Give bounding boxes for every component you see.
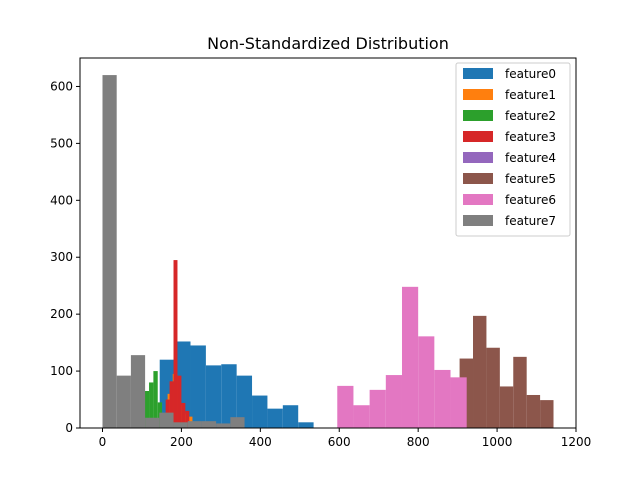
series-feature6 [337, 286, 467, 428]
feature5-bin-bar [513, 356, 527, 428]
legend-label-feature3: feature3 [505, 130, 556, 144]
y-tick-label: 100 [50, 364, 73, 378]
bars-layer [102, 75, 554, 428]
legend-label-feature7: feature7 [505, 214, 556, 228]
feature7-bin-bar [187, 421, 202, 428]
y-axis: 0 100 200 300 400 500 600 [50, 79, 80, 435]
x-axis: 0 200 400 600 800 1000 1200 [99, 428, 592, 449]
legend-swatch-feature3 [463, 131, 493, 142]
legend-label-feature6: feature6 [505, 193, 556, 207]
feature0-bin-bar [252, 395, 268, 428]
feature5-bin-bar [540, 400, 554, 428]
feature7-bin-bar [145, 417, 160, 428]
feature6-bin-bar [369, 389, 386, 428]
feature6-bin-bar [385, 375, 402, 428]
series-feature7 [102, 75, 245, 428]
x-tick-label: 0 [99, 435, 107, 449]
y-tick-label: 300 [50, 250, 73, 264]
y-tick-label: 200 [50, 307, 73, 321]
feature7-bin-bar [116, 375, 131, 428]
legend-swatch-feature4 [463, 152, 493, 163]
feature6-bin-bar [434, 369, 451, 428]
x-tick-label: 800 [407, 435, 430, 449]
feature2-bin-bar [144, 391, 150, 428]
feature3-bin-bar [169, 381, 174, 428]
feature5-bin-bar [499, 386, 514, 428]
feature0-bin-bar [205, 365, 222, 428]
legend-box [455, 62, 571, 237]
y-tick-label: 600 [50, 79, 73, 93]
feature2-bin-bar [153, 371, 158, 428]
feature0-bin-bar [190, 345, 206, 428]
legend-label-feature5: feature5 [505, 172, 556, 186]
feature7-bin-bar [159, 412, 174, 428]
feature7-bin-bar [230, 417, 245, 428]
feature5-bin-bar [486, 347, 500, 428]
feature5-bin-bar [473, 315, 487, 428]
feature6-bin-bar [401, 286, 419, 428]
chart-title: Non-Standardized Distribution [207, 34, 449, 53]
feature7-bin-bar [201, 421, 217, 428]
feature0-bin-bar [236, 375, 253, 428]
feature2-bin-bar [149, 382, 154, 428]
feature7-bin-bar [102, 75, 117, 428]
x-tick-label: 1200 [561, 435, 592, 449]
legend: feature0 feature1 feature2 feature3 feature4… [455, 62, 571, 237]
feature6-bin-bar [418, 336, 435, 428]
legend-swatch-feature2 [463, 110, 493, 121]
legend-swatch-feature1 [463, 89, 493, 100]
legend-swatch-feature7 [463, 215, 493, 226]
x-tick-label: 600 [328, 435, 351, 449]
legend-label-feature2: feature2 [505, 109, 556, 123]
legend-swatch-feature5 [463, 173, 493, 184]
feature3-bin-bar [173, 260, 178, 428]
feature7-bin-bar [216, 423, 231, 428]
feature7-bin-bar [173, 422, 188, 428]
x-tick-label: 200 [170, 435, 193, 449]
legend-swatch-feature0 [463, 68, 493, 79]
y-tick-label: 500 [50, 136, 73, 150]
feature0-bin-bar [267, 408, 283, 428]
feature6-bin-bar [450, 377, 467, 428]
feature6-bin-bar [353, 405, 370, 428]
feature3-bin-bar [181, 402, 186, 428]
feature0-bin-bar [221, 364, 237, 428]
feature0-bin-bar [298, 422, 314, 428]
y-tick-label: 400 [50, 193, 73, 207]
series-feature0 [159, 341, 314, 428]
x-tick-label: 400 [249, 435, 272, 449]
x-tick-label: 1000 [482, 435, 513, 449]
legend-label-feature0: feature0 [505, 67, 556, 81]
feature5-bin-bar [526, 394, 541, 428]
plot-frame [79, 57, 577, 429]
legend-swatch-feature6 [463, 194, 493, 205]
feature6-bin-bar [337, 385, 354, 428]
legend-label-feature4: feature4 [505, 151, 556, 165]
feature7-bin-bar [130, 355, 146, 428]
feature3-bin-bar [177, 375, 182, 428]
legend-label-feature1: feature1 [505, 88, 556, 102]
feature3-bin-bar [185, 410, 190, 428]
y-tick-label: 0 [65, 421, 73, 435]
feature0-bin-bar [282, 405, 299, 428]
